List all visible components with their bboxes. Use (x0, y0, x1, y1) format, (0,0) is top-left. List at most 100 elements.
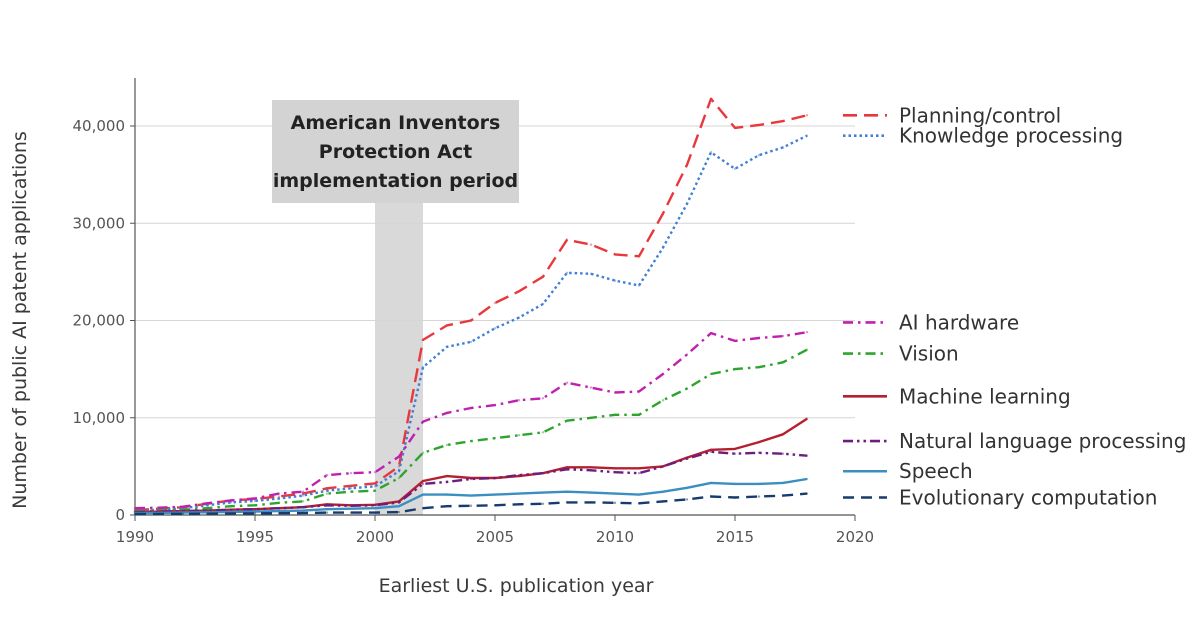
data-point (349, 507, 353, 510)
data-point (301, 506, 305, 509)
x-tick-label: 2020 (836, 528, 874, 546)
data-point (517, 434, 521, 437)
legend-item-speech: Speech (843, 459, 973, 483)
data-point (493, 301, 497, 305)
series-line (134, 331, 808, 510)
legend-label: Natural language processing (899, 429, 1186, 453)
data-point (517, 316, 521, 319)
data-point (709, 151, 713, 154)
data-point (277, 492, 281, 495)
aipa-annotation-box (272, 100, 519, 203)
data-point (613, 492, 617, 495)
data-point (757, 495, 761, 498)
data-point (397, 455, 401, 458)
series-line (134, 492, 808, 516)
legend-item-ai-hardware: AI hardware (843, 310, 1019, 334)
legend-label: Speech (899, 459, 973, 483)
data-point (613, 391, 617, 394)
data-point (277, 495, 281, 498)
data-point (493, 327, 497, 330)
data-point (613, 467, 617, 470)
data-point (373, 506, 377, 510)
data-point (229, 501, 233, 504)
x-tick-label: 2000 (356, 528, 394, 546)
data-point (613, 413, 617, 417)
legend-item-planning-control: Planning/control (843, 103, 1061, 127)
data-point (445, 345, 449, 348)
data-point (805, 134, 809, 137)
data-point (541, 275, 545, 278)
data-point (301, 511, 305, 515)
data-point (541, 431, 545, 434)
data-point (781, 494, 785, 497)
data-point (445, 505, 449, 508)
data-point (421, 338, 425, 342)
data-point (709, 481, 713, 485)
data-point (517, 492, 521, 495)
data-point (253, 499, 257, 503)
data-point (517, 290, 521, 293)
series-line (134, 348, 808, 513)
data-point (589, 466, 593, 469)
annotation-line: Protection Act (319, 141, 472, 163)
data-point (133, 506, 137, 510)
data-point (661, 246, 665, 249)
data-point (373, 511, 377, 514)
data-point (349, 490, 353, 493)
data-point (253, 512, 257, 515)
legend-item-knowledge-processing: Knowledge processing (843, 124, 1123, 148)
data-point (541, 471, 545, 475)
data-point (181, 505, 185, 508)
annotation-line: American Inventors (291, 112, 501, 134)
data-point (565, 501, 569, 504)
data-point (733, 496, 737, 499)
data-point (325, 492, 329, 495)
x-tick-label: 1995 (236, 528, 274, 546)
data-point (757, 482, 761, 486)
data-point (373, 471, 377, 474)
data-point (397, 470, 401, 473)
data-point (541, 397, 545, 400)
data-point (637, 493, 641, 496)
data-point (637, 467, 641, 470)
data-point (397, 505, 401, 508)
data-point (517, 473, 521, 477)
data-point (613, 501, 617, 505)
data-point (421, 482, 425, 486)
annotation-line: implementation period (273, 170, 518, 192)
y-tick-label: 30,000 (73, 214, 126, 232)
data-point (661, 465, 665, 468)
data-point (325, 504, 329, 507)
data-point (493, 493, 497, 496)
y-tick-label: 20,000 (73, 312, 126, 330)
data-point (805, 477, 809, 481)
x-tick-label: 2005 (476, 528, 514, 546)
data-point (301, 509, 305, 512)
data-point (685, 353, 689, 356)
data-point (157, 512, 161, 516)
data-point (781, 452, 785, 455)
data-point (349, 471, 353, 475)
data-point (349, 487, 353, 490)
series-speech (133, 477, 809, 515)
data-point (469, 504, 473, 507)
data-point (445, 411, 449, 415)
series-line (134, 417, 808, 514)
data-point (565, 490, 569, 493)
legend-item-vision: Vision (843, 342, 959, 366)
data-point (637, 413, 641, 417)
data-point (277, 512, 281, 515)
legend-label: AI hardware (899, 310, 1019, 334)
data-point (805, 114, 809, 117)
data-point (421, 479, 425, 483)
data-point (397, 501, 401, 504)
data-point (325, 507, 329, 511)
data-point (205, 506, 209, 510)
data-point (781, 361, 785, 364)
data-point (397, 476, 401, 480)
data-point (589, 272, 593, 276)
data-point (229, 508, 233, 511)
data-point (301, 494, 305, 497)
data-point (709, 495, 713, 498)
data-point (589, 416, 593, 419)
